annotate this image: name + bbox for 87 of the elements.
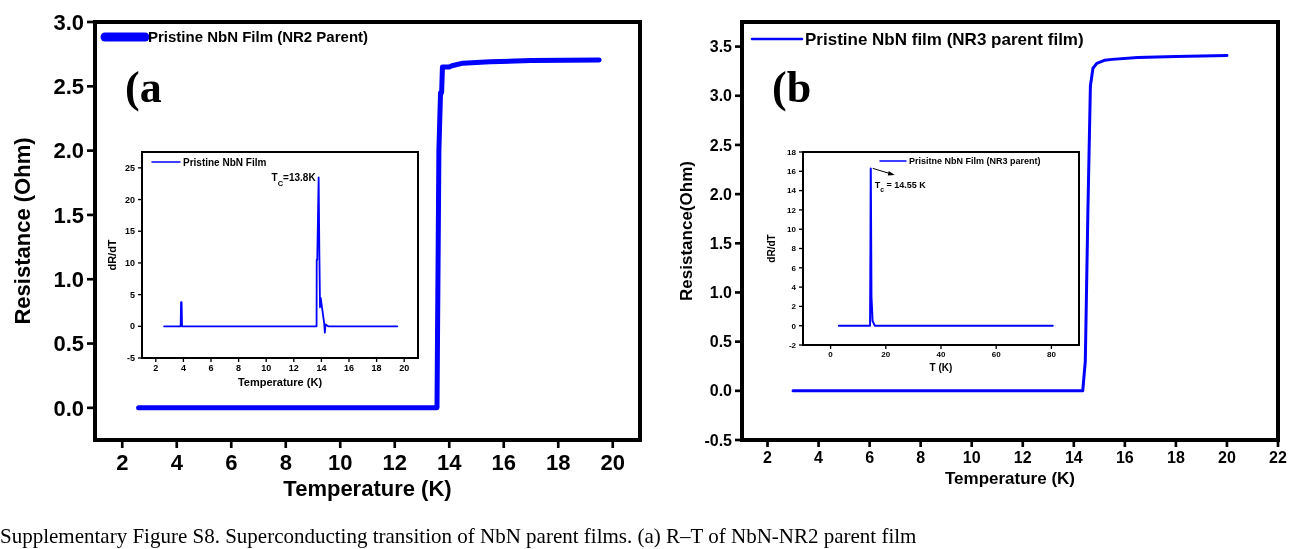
- y-tick-label: -2: [788, 340, 797, 350]
- x-tick-label: 16: [343, 363, 355, 373]
- x-tick-label: 20: [881, 350, 891, 359]
- y-tick-label: 0.5: [53, 331, 84, 357]
- y-tick-label: 18: [787, 147, 797, 157]
- x-tick-label: 8: [279, 450, 292, 475]
- y-axis-title: dR/dT: [765, 234, 777, 263]
- x-tick-label: 12: [382, 450, 407, 475]
- x-tick-label: 4: [814, 449, 824, 466]
- x-tick-label: 22: [1269, 449, 1287, 466]
- x-tick-label: 2: [763, 449, 773, 466]
- y-tick-label: 6: [791, 263, 797, 273]
- y-tick-label: 4: [791, 282, 797, 292]
- y-tick-label: 2.5: [709, 136, 733, 154]
- x-tick-label: 16: [1115, 449, 1134, 466]
- legend-label: Prisitne NbN Film (NR3 parent): [909, 156, 1041, 167]
- legend-label: Pristine NbN Film (NR2 Parent): [148, 28, 369, 46]
- annotation: (a: [125, 63, 162, 112]
- y-tick-label: 3.0: [53, 9, 84, 35]
- x-tick-label: 14: [316, 363, 327, 373]
- x-tick-label: 18: [546, 450, 571, 475]
- y-tick-label: 16: [787, 167, 797, 177]
- x-tick-label: 20: [1218, 449, 1236, 466]
- line-series: [837, 167, 1054, 327]
- y-tick-label: 0.0: [53, 395, 84, 421]
- y-tick-label: 10: [124, 258, 135, 269]
- y-tick-label: 3.0: [709, 87, 733, 105]
- x-tick-label: 10: [261, 363, 272, 373]
- x-tick-label: 10: [328, 450, 353, 475]
- y-tick-label: 10: [787, 225, 797, 234]
- y-tick-label: 1.0: [709, 284, 733, 302]
- legend-label: Pristine NbN Film: [183, 156, 267, 168]
- x-tick-label: 8: [916, 449, 926, 466]
- y-tick-label: 0: [791, 321, 797, 331]
- x-tick-label: 12: [288, 363, 299, 373]
- y-tick-label: 0.5: [709, 333, 733, 351]
- legend-label: Pristine NbN film (NR3 parent film): [805, 29, 1084, 49]
- x-tick-label: 20: [600, 450, 625, 475]
- y-tick-label: 2.5: [53, 74, 84, 100]
- y-tick-label: 15: [124, 226, 135, 237]
- x-axis-title: Temperature (K): [283, 476, 452, 501]
- y-tick-label: 5: [129, 289, 135, 300]
- y-tick-label: 2: [791, 302, 797, 312]
- x-axis-title: Temperature (K): [237, 376, 323, 388]
- x-tick-label: 6: [865, 449, 875, 466]
- x-tick-label: 80: [1046, 350, 1057, 359]
- x-tick-label: 16: [491, 450, 516, 475]
- x-tick-label: 0: [828, 350, 834, 359]
- x-tick-label: 60: [991, 350, 1002, 359]
- x-tick-label: 12: [1013, 449, 1032, 466]
- y-tick-label: 1.5: [53, 202, 84, 228]
- y-tick-label: -0.5: [704, 431, 733, 449]
- x-axis-title: T (K): [929, 362, 953, 373]
- x-tick-label: 14: [437, 450, 463, 475]
- y-axis-title: dR/dT: [106, 239, 118, 271]
- y-tick-label: 1.0: [53, 266, 84, 292]
- y-axis-title: Resistance (Ohm): [10, 137, 36, 325]
- x-tick-label: 18: [1167, 449, 1185, 466]
- annotation: (b: [772, 63, 812, 112]
- y-tick-label: 14: [787, 186, 797, 196]
- x-tick-label: 20: [399, 363, 410, 373]
- annotation: T$_{C}$=13.8K: [271, 172, 317, 188]
- y-tick-label: 12: [787, 205, 797, 215]
- x-axis-title: Temperature (K): [944, 469, 1076, 488]
- x-tick-label: 10: [962, 449, 981, 466]
- y-tick-label: 3.5: [709, 38, 733, 56]
- y-tick-label: 0: [129, 321, 135, 332]
- y-axis-title: Resistance(Ohm): [677, 161, 697, 301]
- y-tick-label: 0.0: [709, 382, 733, 400]
- y-tick-label: 1.5: [709, 234, 733, 252]
- y-tick-label: 2.0: [53, 138, 84, 164]
- y-tick-label: 2.0: [709, 185, 733, 203]
- y-tick-label: 8: [791, 244, 797, 254]
- y-tick-label: 20: [124, 194, 135, 205]
- x-tick-label: 18: [371, 363, 382, 373]
- x-tick-label: 6: [208, 363, 214, 373]
- x-tick-label: 8: [236, 363, 242, 373]
- x-tick-label: 4: [170, 450, 184, 475]
- annotation: T$_{c}$ = 14.55 K: [874, 180, 927, 193]
- x-tick-label: 14: [1064, 449, 1083, 466]
- x-tick-label: 6: [225, 450, 238, 475]
- y-tick-label: 25: [124, 163, 135, 173]
- x-tick-label: 40: [936, 350, 946, 359]
- x-tick-label: 4: [180, 363, 186, 373]
- text: Supplementary Figure S8. Superconducting transition of NbN parent films. (a) R–T of NbN-NR2 parent film: [0, 524, 917, 548]
- x-tick-label: 2: [153, 363, 159, 373]
- y-tick-label: -5: [126, 353, 135, 364]
